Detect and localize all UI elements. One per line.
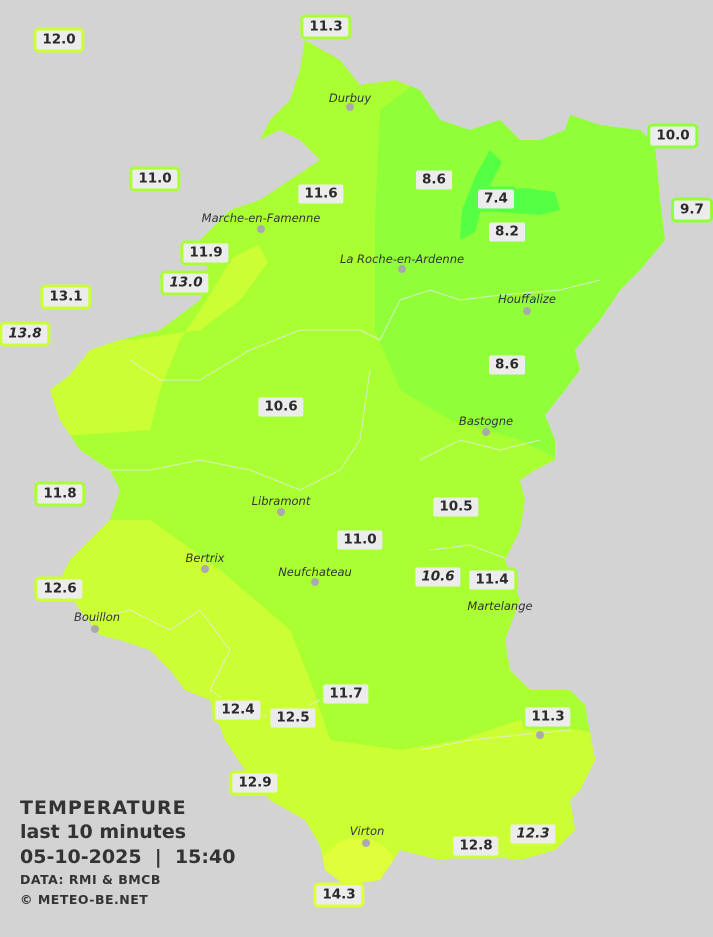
station-label[interactable]: 14.3 — [313, 882, 365, 908]
station-label[interactable]: 10.6 — [255, 394, 307, 420]
station-label[interactable]: 11.4 — [466, 567, 518, 593]
city-dot — [277, 508, 285, 516]
station-label[interactable]: 12.0 — [33, 27, 85, 53]
station-label[interactable]: 8.2 — [486, 219, 528, 245]
city-bouillon: Bouillon — [73, 610, 121, 624]
station-label[interactable]: 13.0 — [160, 270, 212, 296]
city-dot — [346, 103, 354, 111]
station-label[interactable]: 9.7 — [671, 197, 713, 223]
city-dot — [311, 578, 319, 586]
rivers — [89, 279, 601, 751]
station-label[interactable]: 7.4 — [475, 186, 517, 212]
legend-title: TEMPERATURE — [20, 797, 187, 819]
city-martelange: Martelange — [467, 599, 533, 613]
station-label[interactable]: 8.6 — [413, 167, 455, 193]
station-label[interactable]: 12.5 — [267, 705, 319, 731]
station-label[interactable]: 10.0 — [647, 123, 699, 149]
station-label[interactable]: 11.3 — [522, 704, 574, 730]
city-marche: Marche-en-Famenne — [201, 211, 321, 225]
city-dot — [523, 307, 531, 315]
station-label[interactable]: 12.8 — [450, 833, 502, 859]
city-dot — [536, 731, 544, 739]
station-label[interactable]: 13.1 — [40, 284, 92, 310]
station-label[interactable]: 11.3 — [300, 14, 352, 40]
station-label[interactable]: 11.0 — [334, 527, 386, 553]
city-durbuy: Durbuy — [328, 91, 372, 105]
city-dot — [482, 428, 490, 436]
city-virton: Virton — [349, 824, 385, 838]
legend-datetime: 05-10-2025 | 15:40 — [20, 846, 236, 868]
station-label[interactable]: 13.8 — [0, 321, 51, 347]
station-label[interactable]: 10.6 — [412, 564, 464, 590]
station-label[interactable]: 11.9 — [180, 240, 232, 266]
station-label[interactable]: 12.3 — [507, 821, 559, 847]
station-label[interactable]: 12.9 — [229, 770, 281, 796]
legend-subtitle: last 10 minutes — [20, 821, 187, 843]
zone-14 — [316, 838, 400, 885]
station-label[interactable]: 11.0 — [129, 166, 181, 192]
station-label[interactable]: 8.6 — [486, 352, 528, 378]
city-dot — [362, 839, 370, 847]
station-label[interactable]: 11.6 — [295, 181, 347, 207]
city-dot — [398, 265, 406, 273]
station-label[interactable]: 12.6 — [34, 576, 86, 602]
legend-source: DATA: RMI & BMCB — [20, 872, 161, 887]
legend-copyright: © METEO-BE.NET — [20, 892, 149, 907]
station-label[interactable]: 12.4 — [212, 697, 264, 723]
station-label[interactable]: 11.8 — [34, 481, 86, 507]
city-bastogne: Bastogne — [458, 414, 514, 428]
city-neufchateau: Neufchateau — [278, 565, 352, 579]
city-bertrix: Bertrix — [185, 551, 225, 565]
city-la-roche: La Roche-en-Ardenne — [339, 252, 465, 266]
city-houffalize: Houffalize — [498, 292, 556, 306]
city-libramont: Libramont — [251, 494, 311, 508]
zone-12-west — [50, 245, 268, 440]
map-legend: TEMPERATURE last 10 minutes 05-10-2025 |… — [20, 796, 235, 910]
city-dot — [257, 225, 265, 233]
station-label[interactable]: 11.7 — [320, 681, 372, 707]
city-dot — [91, 625, 99, 633]
station-label[interactable]: 10.5 — [430, 494, 482, 520]
city-dot — [201, 565, 209, 573]
